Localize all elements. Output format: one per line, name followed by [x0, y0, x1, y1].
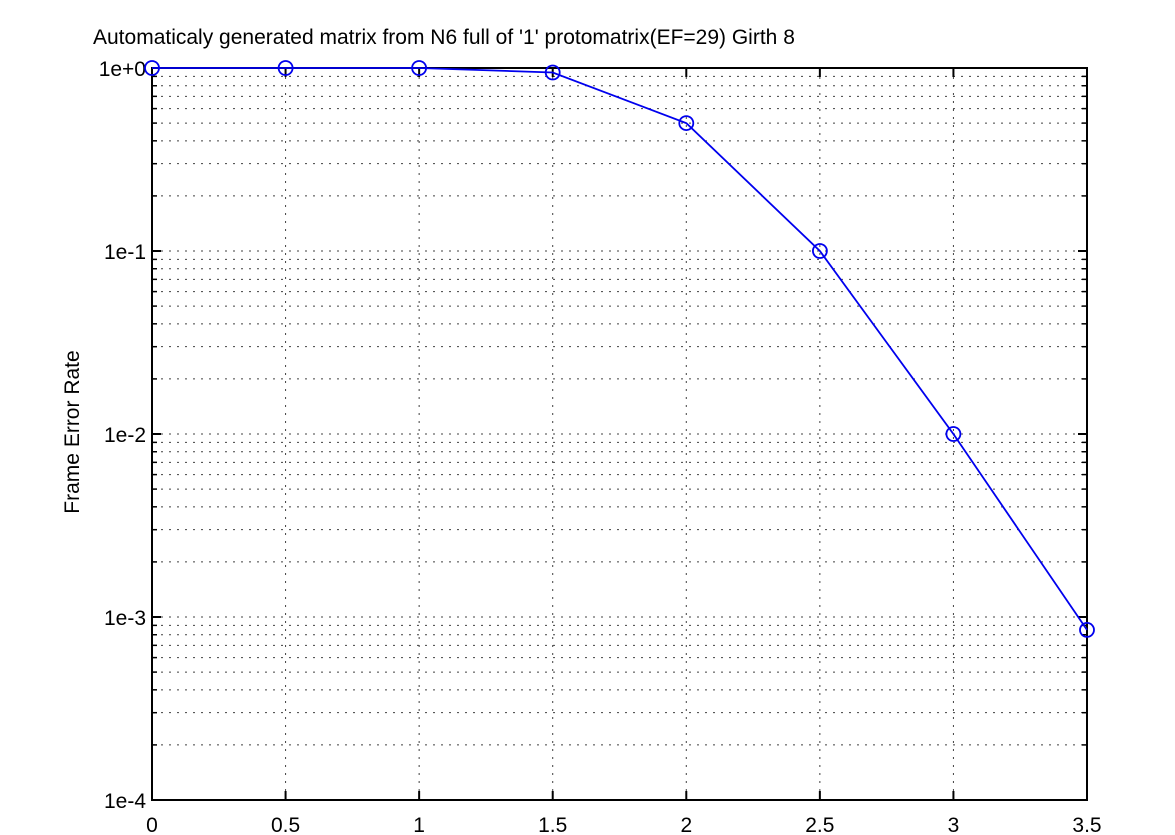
x-tick-label: 0: [146, 814, 158, 835]
plot-border: [151, 67, 1088, 801]
y-tick-label: 1e+0: [99, 58, 146, 81]
x-tick-label: 2.5: [805, 814, 834, 835]
data-point-marker: [277, 60, 294, 76]
data-point-marker: [812, 243, 828, 259]
data-point-marker: [144, 60, 160, 76]
x-tick-label: 0.5: [271, 814, 300, 835]
data-point-marker: [1079, 622, 1095, 638]
data-point-marker: [544, 64, 561, 81]
data-point-marker: [678, 115, 695, 131]
x-tick-label: 1.5: [538, 814, 567, 835]
data-point-marker: [945, 426, 962, 442]
x-tick-label: 3.5: [1072, 814, 1101, 835]
y-tick-label: 1e-1: [104, 241, 146, 264]
data-point-marker: [411, 60, 428, 76]
y-tick-label: 1e-3: [104, 607, 146, 630]
x-tick-label: 3: [948, 814, 960, 835]
data-line: [152, 67, 1088, 631]
y-tick-label: 1e-4: [104, 790, 146, 813]
x-tick-label: 1: [413, 814, 425, 835]
x-tick-label: 2: [680, 814, 692, 835]
y-tick-label: 1e-2: [104, 424, 146, 447]
y-axis-label: Frame Error Rate: [61, 350, 84, 514]
chart-title: Automaticaly generated matrix from N6 fu…: [93, 26, 795, 49]
